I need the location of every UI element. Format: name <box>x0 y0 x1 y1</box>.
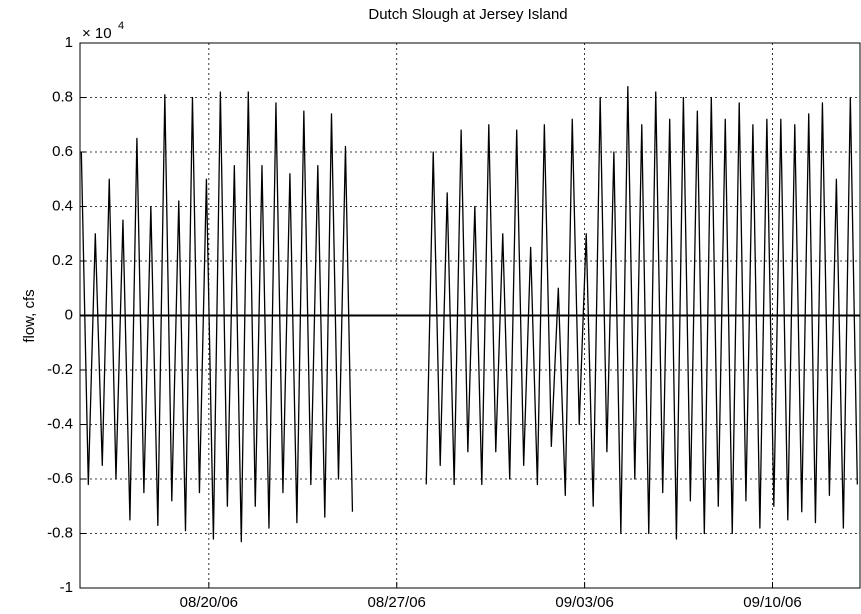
y-tick-label: -0.8 <box>47 524 73 541</box>
y-tick-label: 0.8 <box>52 88 73 105</box>
x-tick-label: 08/27/06 <box>368 594 426 611</box>
y-tick-label: 0.6 <box>52 143 73 160</box>
y-tick-label: -0.6 <box>47 470 73 487</box>
y-tick-label: 1 <box>65 34 73 51</box>
y-tick-label: 0 <box>65 306 73 323</box>
chart-title: Dutch Slough at Jersey Island <box>368 6 567 23</box>
y-tick-label: -0.4 <box>47 415 73 432</box>
y-tick-label: -1 <box>60 579 73 596</box>
x-tick-label: 09/03/06 <box>555 594 613 611</box>
y-scale-label: × 10 <box>82 25 112 42</box>
data-line <box>80 85 858 543</box>
y-axis-label: flow, cfs <box>21 289 38 342</box>
y-scale-exponent: 4 <box>118 20 124 32</box>
y-tick-label: -0.2 <box>47 361 73 378</box>
x-tick-label: 08/20/06 <box>180 594 238 611</box>
x-tick-label: 09/10/06 <box>743 594 801 611</box>
y-tick-label: 0.4 <box>52 197 73 214</box>
y-tick-label: 0.2 <box>52 252 73 269</box>
